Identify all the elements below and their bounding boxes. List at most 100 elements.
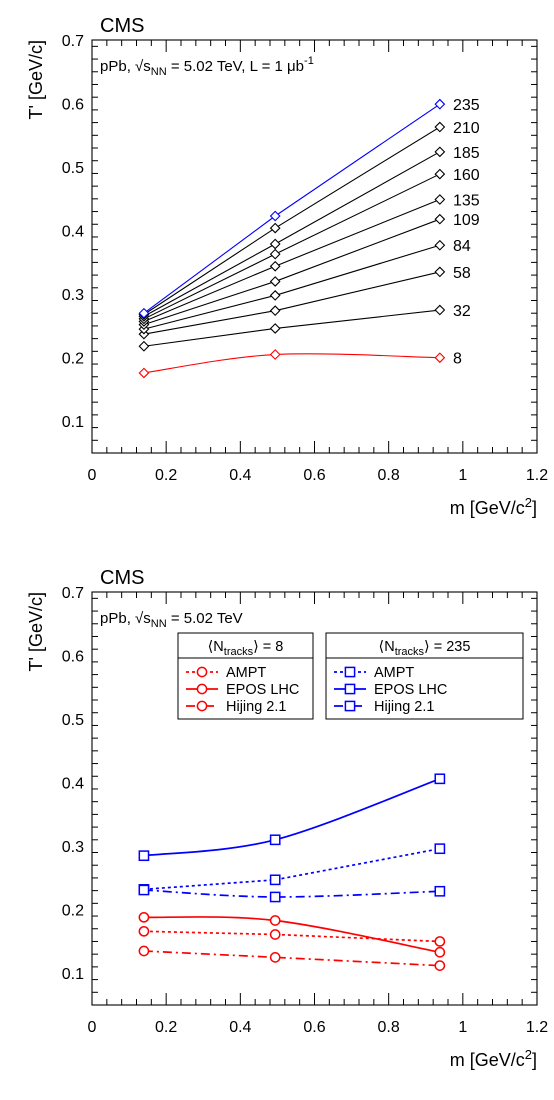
sqrt-symbol: √ <box>135 58 144 75</box>
x-axis-title-sup: 2 <box>525 495 532 510</box>
x-tick-label: 1.2 <box>526 467 548 484</box>
series-line <box>143 244 441 330</box>
x-tick-label: 0.4 <box>229 1019 251 1036</box>
annotation-prefix: pPb, <box>100 610 135 627</box>
series-line <box>143 353 440 374</box>
multiplicity-label: 84 <box>453 238 471 255</box>
legend-header-pre: N <box>384 639 394 655</box>
angle-close: ⟩ <box>424 639 430 655</box>
series-line <box>143 173 441 320</box>
angle-open: ⟨ <box>208 639 214 655</box>
data-point <box>269 929 281 940</box>
y-tick-label: 0.7 <box>62 585 84 602</box>
data-point <box>138 340 150 352</box>
data-point <box>434 213 446 225</box>
legend-box <box>325 632 524 720</box>
legend-marker <box>196 700 208 712</box>
series-line <box>143 889 440 898</box>
legend-header-post: = 235 <box>430 639 471 655</box>
y-tick-label: 0.4 <box>62 776 84 793</box>
legend-entry: Hijing 2.1 <box>226 699 286 715</box>
y-tick-label: 0.6 <box>62 97 84 114</box>
x-tick-label: 1 <box>458 467 467 484</box>
data-point <box>269 951 281 963</box>
x-tick-label: 0.8 <box>378 1019 400 1036</box>
experiment-label: CMS <box>100 15 144 37</box>
multiplicity-label: 210 <box>453 120 480 137</box>
x-tick-label: 0.6 <box>303 1019 325 1036</box>
series-line <box>143 309 440 347</box>
series-210 <box>138 121 446 320</box>
annotation-sqrt: s <box>143 610 151 627</box>
multiplicity-label: 32 <box>453 303 471 320</box>
data-point <box>434 352 446 364</box>
top-panel: 0 0.2 0.4 0.6 0.8 1 1.2 0.1 0.2 0.3 0.4 0.5 0.6 0.7 m … <box>26 15 548 518</box>
legend-entry: Hijing 2.1 <box>374 699 434 715</box>
angle-open: ⟨ <box>379 639 385 655</box>
y-tick-label: 0.4 <box>62 224 84 241</box>
y-tick-label: 0.6 <box>62 649 84 666</box>
series-line <box>143 778 441 857</box>
y-tick-label: 0.1 <box>62 414 84 431</box>
multiplicity-label: 58 <box>453 265 471 282</box>
x-tick-label: 0.8 <box>378 467 400 484</box>
data-point <box>138 911 150 923</box>
series-line <box>143 151 441 317</box>
x-axis-title-main: m [GeV/c <box>450 498 525 518</box>
data-point <box>434 843 446 855</box>
legend-marker <box>196 683 208 695</box>
data-point <box>138 884 150 896</box>
data-point <box>269 238 281 250</box>
data-point <box>269 290 281 301</box>
data-point <box>434 121 446 133</box>
series-8 <box>138 349 446 379</box>
series-235 <box>138 98 446 319</box>
x-axis-title-sup: 2 <box>525 1047 532 1062</box>
legend-entry: AMPT <box>374 665 414 681</box>
data-point <box>269 305 281 317</box>
annotation-rest: = 5.02 TeV <box>167 610 243 627</box>
collision-annotation: pPb, √sNN = 5.02 TeV, L = 1 μb-1 <box>100 55 314 78</box>
data-point <box>269 276 281 287</box>
data-point <box>434 98 446 110</box>
series-235-epos-lhc <box>138 773 446 862</box>
axis-ticks <box>91 40 538 454</box>
series-160 <box>138 168 446 325</box>
legend-marker <box>196 666 208 678</box>
legend-entry: AMPT <box>226 665 266 681</box>
sqrt-symbol: √ <box>135 610 144 627</box>
data-point <box>138 307 150 319</box>
y-tick-label: 0.5 <box>62 712 84 729</box>
y-tick-label: 0.5 <box>62 160 84 177</box>
data-point <box>434 885 446 897</box>
series-84 <box>138 239 446 335</box>
x-axis-title: m [GeV/c2] <box>450 495 537 518</box>
y-tick-label: 0.2 <box>62 351 84 368</box>
series-32 <box>138 304 446 352</box>
x-tick-label: 0.2 <box>155 467 177 484</box>
experiment-label: CMS <box>100 567 144 589</box>
x-tick-label: 0 <box>88 467 97 484</box>
data-point <box>269 891 281 903</box>
series-8-ampt <box>138 925 446 947</box>
x-tick-label: 0.2 <box>155 1019 177 1036</box>
series-235-hijing-2-1 <box>138 884 446 903</box>
data-point <box>138 925 150 937</box>
collision-annotation: pPb, √sNN = 5.02 TeV <box>100 610 243 630</box>
data-point <box>269 323 281 334</box>
data-point <box>138 850 150 862</box>
data-point <box>138 945 150 957</box>
annotation-sup: -1 <box>304 55 314 67</box>
series-235-ampt <box>138 843 446 895</box>
data-point <box>138 367 150 379</box>
x-tick-label: 0.4 <box>229 467 251 484</box>
multiplicity-label: 109 <box>453 212 480 229</box>
series-line <box>143 916 441 954</box>
x-axis-title: m [GeV/c2] <box>450 1047 537 1070</box>
angle-close: ⟩ <box>253 639 259 655</box>
series-line <box>143 847 440 891</box>
annotation-sqrt: s <box>143 58 151 75</box>
multiplicity-label: 185 <box>453 145 480 162</box>
